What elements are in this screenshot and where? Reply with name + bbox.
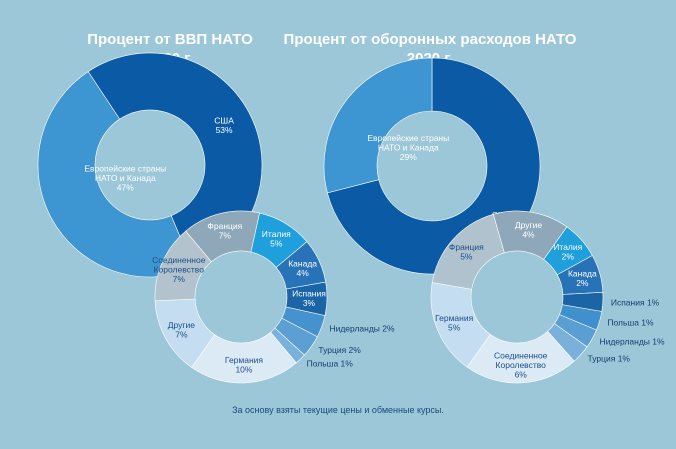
gdp-breakdown-label-турция: Турция 2% (318, 345, 361, 355)
defense-breakdown-label-турция: Турция 1% (588, 353, 631, 363)
gdp-breakdown-slice-соединенное-королевство (154, 230, 212, 302)
gdp-breakdown-label-канада: Канада 4% (288, 259, 317, 279)
defense-main-label-европейские-страны-нато-и-канада: Европейские страны НАТО и Канада 29% (367, 133, 449, 162)
gdp-breakdown-label-испания: Испания 3% (292, 289, 326, 309)
gdp-main-label-европейские-страны-нато-и-канада: Европейские страны НАТО и Канада 47% (84, 164, 166, 193)
gdp-main-label-сша: США 53% (214, 116, 234, 135)
gdp-breakdown-label-франция: Франция 7% (207, 221, 242, 241)
gdp-breakdown-label-германия: Германия 10% (225, 355, 264, 375)
defense-breakdown-label-германия: Германия 5% (435, 313, 474, 333)
gdp-breakdown-label-польша: Польша 1% (307, 358, 354, 368)
defense-breakdown-slice-франция (431, 213, 505, 290)
defense-breakdown-label-испания: Испания 1% (611, 297, 660, 307)
gdp-breakdown-label-нидерланды: Нидерланды 2% (329, 323, 395, 333)
defense-breakdown-label-нидерланды: Нидерланды 1% (599, 337, 665, 347)
defense-breakdown-label-другие: Другие 4% (515, 220, 542, 240)
footnote: За основу взяты текущие цены и обменные … (232, 405, 444, 415)
defense-breakdown-label-соединенное-королевство: Соединенное Королевство 6% (494, 350, 548, 379)
defense-breakdown-label-польша: Польша 1% (607, 318, 654, 328)
gdp-main-slice-европейские-страны-нато-и-канада (37, 71, 194, 278)
defense-breakdown-label-франция: Франция 5% (449, 242, 484, 261)
defense-breakdown-label-канада: Канада 2% (568, 269, 597, 289)
gdp-breakdown-label-италия: Италия 5% (262, 229, 291, 249)
gdp-breakdown-label-соединенное-королевство: Соединенное Королевство 7% (152, 255, 206, 284)
defense-breakdown-label-италия: Италия 2% (553, 242, 582, 262)
gdp-breakdown-label-другие: Другие 7% (168, 320, 195, 340)
defense-main-slice-европейские-страны-нато-и-канада (323, 57, 433, 194)
